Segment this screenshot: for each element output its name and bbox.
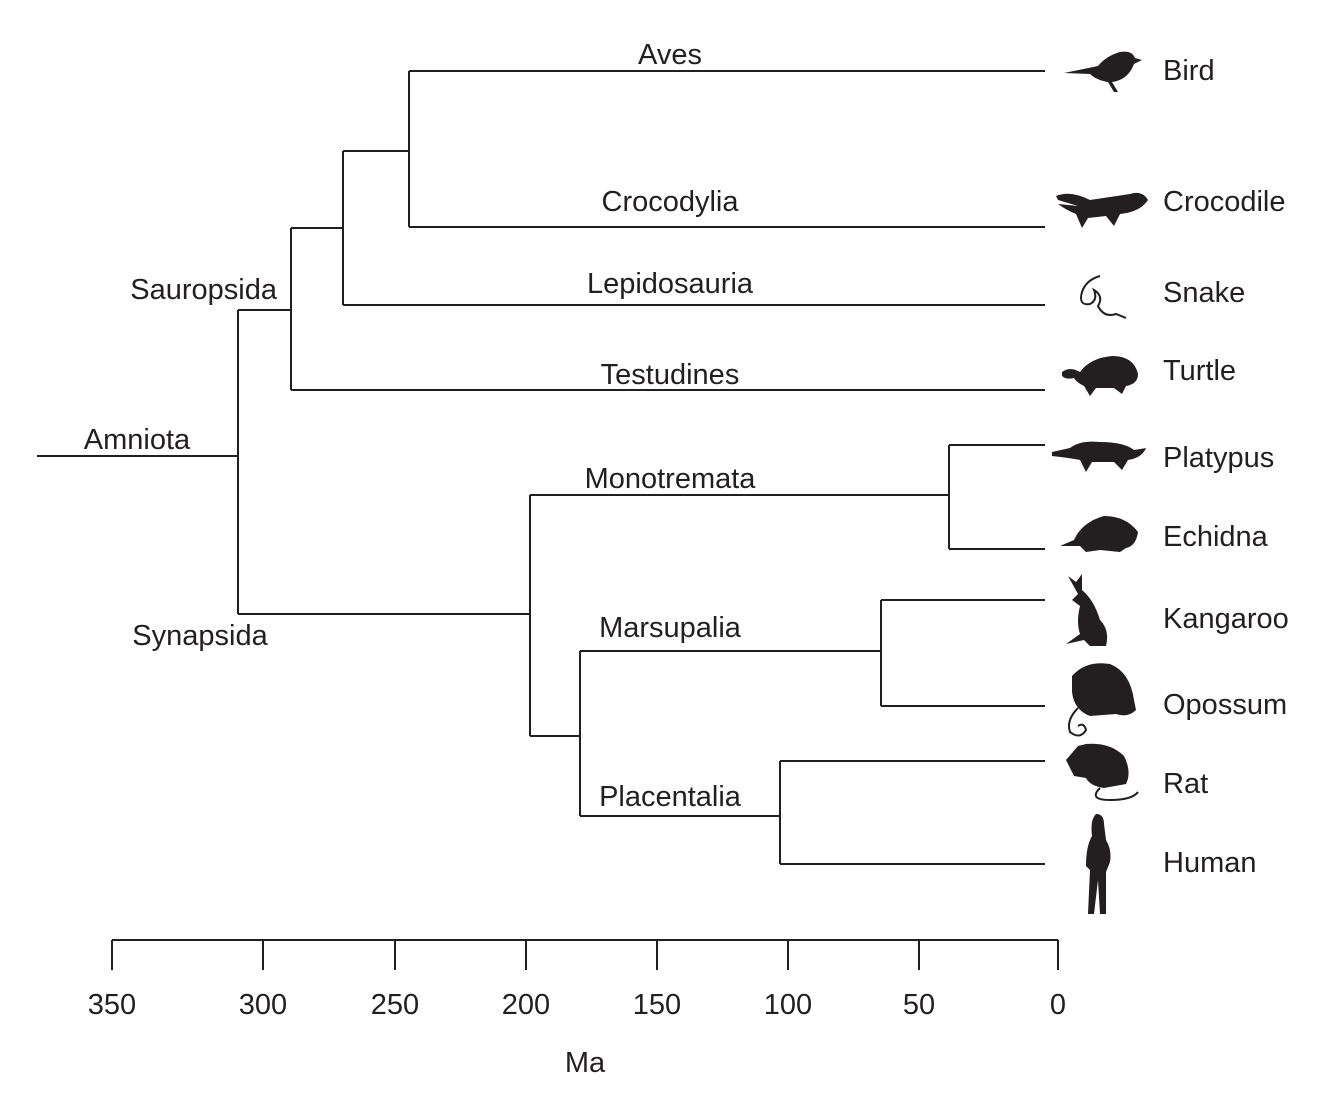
- axis-label: Ma: [565, 1047, 606, 1079]
- clade-label-testudines: Testudines: [601, 359, 740, 391]
- taxon-label-snake: Snake: [1163, 277, 1245, 309]
- axis-tick-label: 50: [903, 989, 935, 1021]
- clade-label-sauropsida: Sauropsida: [130, 274, 278, 306]
- clade-label-synapsida: Synapsida: [132, 620, 268, 652]
- human-icon: [1086, 814, 1111, 914]
- turtle-icon: [1062, 356, 1138, 396]
- time-axis: 350 300 250 200 150 100 50 0: [88, 939, 1066, 1021]
- opossum-icon: [1068, 663, 1136, 737]
- echidna-icon: [1060, 516, 1138, 552]
- taxa-labels: Bird Crocodile Snake Turtle Platypus Echidna K…: [1163, 55, 1289, 879]
- taxon-label-kangaroo: Kangaroo: [1163, 603, 1289, 635]
- clade-label-lepidosauria: Lepidosauria: [587, 268, 754, 300]
- platypus-icon: [1052, 441, 1146, 472]
- taxon-label-bird: Bird: [1163, 55, 1215, 87]
- clade-label-aves: Aves: [638, 39, 702, 71]
- taxon-label-turtle: Turtle: [1163, 355, 1236, 387]
- taxon-label-rat: Rat: [1163, 768, 1208, 800]
- taxon-label-echidna: Echidna: [1163, 521, 1269, 553]
- axis-tick-label: 100: [764, 989, 812, 1021]
- clade-label-crocodylia: Crocodylia: [602, 186, 740, 218]
- clade-label-monotremata: Monotremata: [585, 463, 757, 495]
- axis-tick-label: 350: [88, 989, 136, 1021]
- kangaroo-icon: [1066, 574, 1108, 646]
- clade-label-marsupalia: Marsupalia: [599, 612, 742, 644]
- taxon-label-human: Human: [1163, 847, 1257, 879]
- taxon-label-opossum: Opossum: [1163, 689, 1287, 721]
- tree-branches: [37, 70, 1045, 865]
- bird-icon: [1064, 51, 1142, 92]
- axis-tick-label: 150: [633, 989, 681, 1021]
- clade-label-placentalia: Placentalia: [599, 781, 742, 813]
- axis-tick-label: 250: [371, 989, 419, 1021]
- taxon-label-crocodile: Crocodile: [1163, 186, 1286, 218]
- axis-tick-label: 300: [239, 989, 287, 1021]
- clade-label-amniota: Amniota: [84, 424, 191, 456]
- crocodile-icon: [1056, 192, 1148, 228]
- rat-icon: [1066, 743, 1139, 802]
- snake-icon: [1080, 275, 1127, 319]
- axis-tick-label: 0: [1050, 989, 1066, 1021]
- axis-tick-label: 200: [502, 989, 550, 1021]
- taxon-label-platypus: Platypus: [1163, 442, 1274, 474]
